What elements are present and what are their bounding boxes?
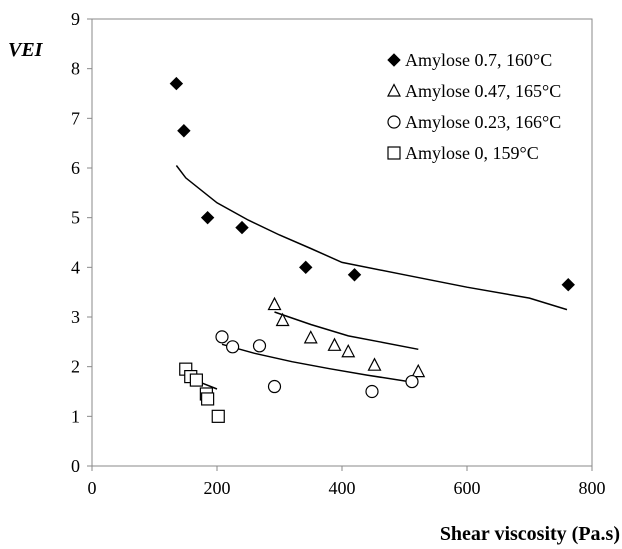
data-point-series-2 (267, 379, 282, 394)
data-point-series-1 (275, 312, 290, 327)
y-tick-label: 9 (71, 9, 80, 29)
y-tick-label: 6 (71, 158, 80, 178)
data-point-series-1 (367, 357, 382, 371)
data-point-series-2 (215, 330, 229, 344)
fit-line-series-2 (221, 343, 413, 383)
x-tick-label: 600 (454, 478, 481, 498)
data-point-series-0 (169, 76, 184, 91)
x-tick-label: 400 (329, 478, 356, 498)
x-tick-label: 200 (204, 478, 231, 498)
data-point-series-1 (327, 337, 342, 351)
y-tick-label: 0 (71, 456, 80, 476)
fit-line-series-0 (175, 165, 568, 311)
legend-marker-0 (387, 53, 401, 67)
legend-label-0: Amylose 0.7, 160°C (405, 50, 552, 70)
x-tick-label: 0 (88, 478, 97, 498)
y-tick-label: 1 (71, 406, 80, 426)
data-points (169, 76, 575, 423)
axes: 0 1 2 3 4 5 6 7 8 9 0 200 400 600 800 (71, 9, 606, 498)
data-point-series-0 (561, 278, 575, 292)
data-point-series-0 (299, 260, 313, 275)
y-axis-label: VEI (8, 39, 44, 61)
fit-line-series-1 (274, 311, 419, 351)
legend-marker-2 (387, 115, 401, 129)
data-point-series-3 (211, 409, 225, 423)
data-point-series-2 (365, 384, 379, 399)
data-point-series-1 (267, 296, 282, 311)
y-tick-label: 5 (71, 208, 80, 228)
data-point-series-1 (411, 363, 426, 378)
data-point-series-0 (235, 220, 249, 235)
y-tick-label: 8 (71, 59, 80, 79)
y-tick-label: 7 (71, 108, 80, 128)
legend-marker-1 (387, 83, 401, 97)
legend-label-2: Amylose 0.23, 166°C (405, 112, 561, 132)
data-point-series-2 (405, 374, 419, 389)
y-tick-label: 3 (71, 307, 80, 327)
fit-lines (175, 165, 568, 390)
x-axis-label: Shear viscosity (Pa.s) (440, 523, 620, 545)
data-point-series-1 (341, 343, 356, 358)
data-point-series-2 (226, 340, 240, 354)
legend-label-3: Amylose 0, 159°C (405, 143, 539, 163)
data-point-series-1 (303, 330, 318, 344)
y-tick-label: 4 (71, 257, 80, 277)
data-point-series-3 (201, 392, 215, 406)
y-tick-label: 2 (71, 357, 80, 377)
data-point-series-0 (347, 268, 362, 282)
data-point-series-0 (200, 210, 215, 225)
legend: Amylose 0.7, 160°C Amylose 0.47, 165°C Amy… (387, 50, 561, 163)
legend-marker-3 (387, 146, 401, 160)
legend-label-1: Amylose 0.47, 165°C (405, 81, 561, 101)
data-point-series-2 (252, 339, 267, 353)
x-tick-label: 800 (579, 478, 606, 498)
data-point-series-0 (177, 124, 191, 138)
data-point-series-3 (189, 373, 203, 387)
